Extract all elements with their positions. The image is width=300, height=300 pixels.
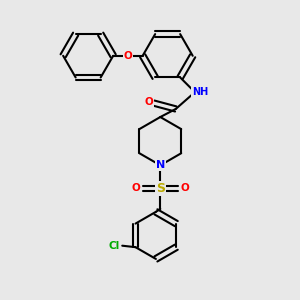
Text: O: O xyxy=(124,51,132,61)
Text: NH: NH xyxy=(192,87,208,97)
Text: N: N xyxy=(156,160,165,170)
Text: O: O xyxy=(144,97,153,106)
Text: Cl: Cl xyxy=(108,241,120,251)
Text: O: O xyxy=(132,183,140,193)
Text: S: S xyxy=(156,182,165,195)
Text: O: O xyxy=(180,183,189,193)
